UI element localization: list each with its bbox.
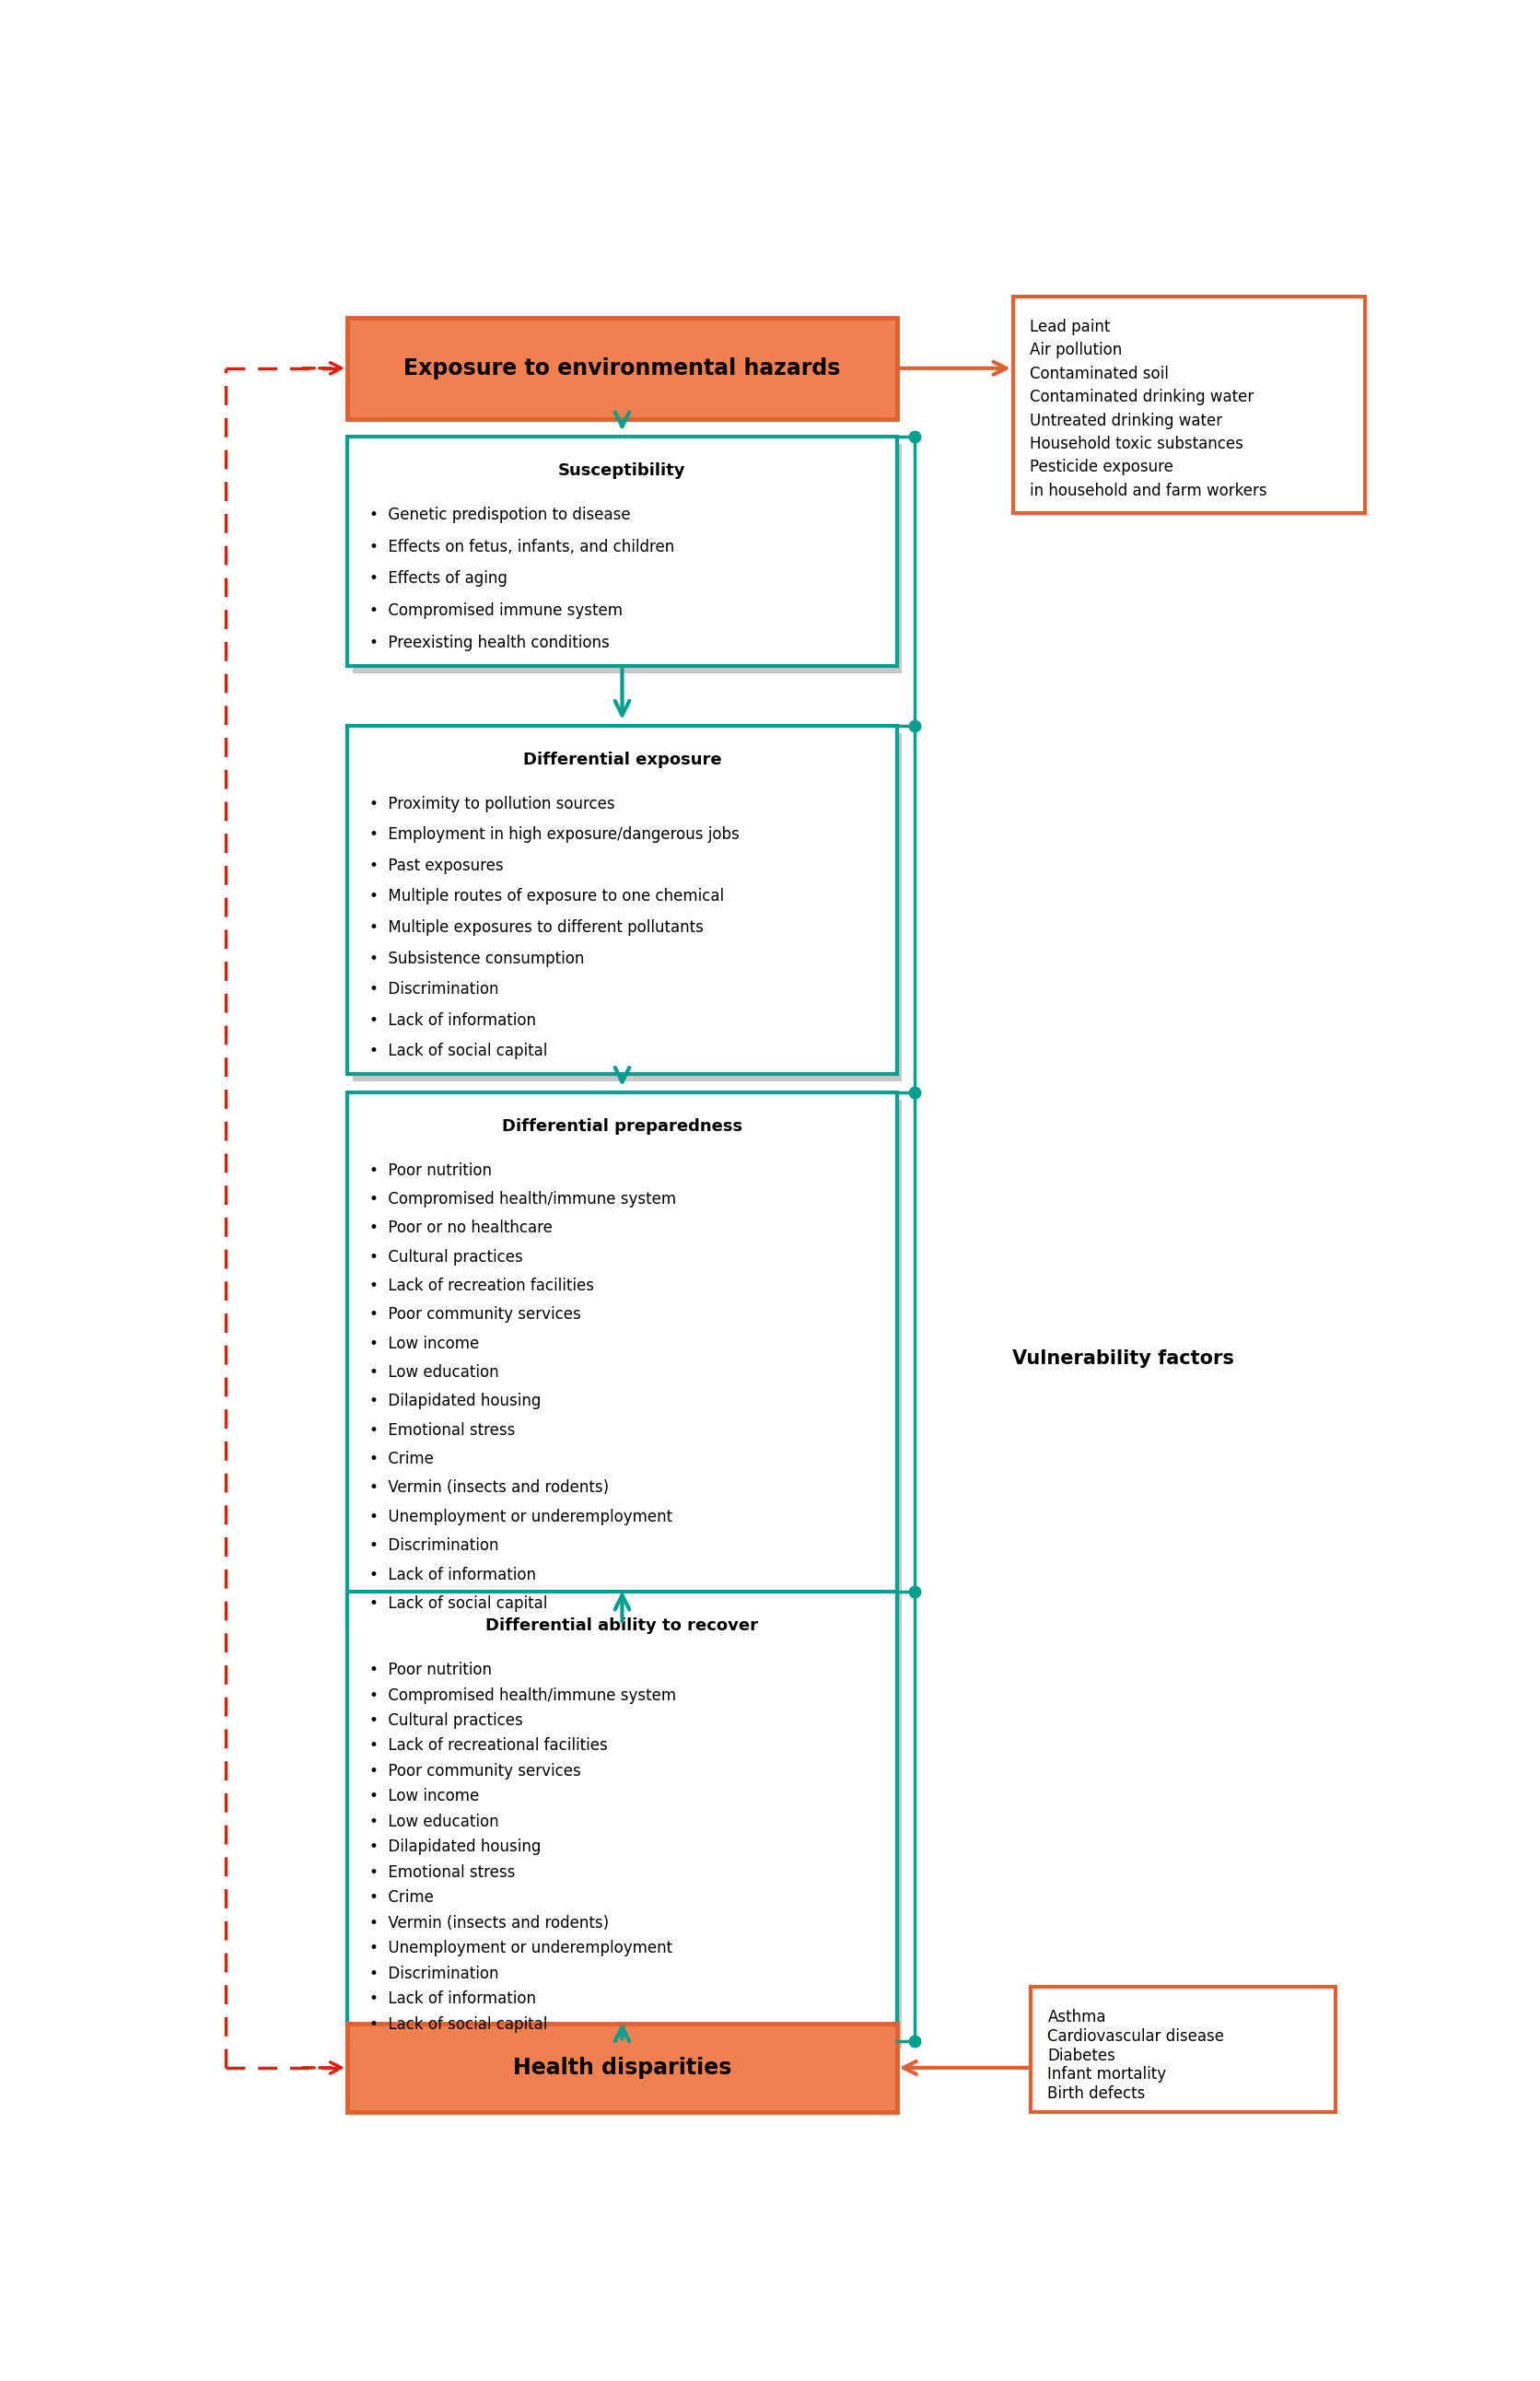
Text: •  Employment in high exposure/dangerous jobs: • Employment in high exposure/dangerous … [370,826,739,843]
Text: •  Vermin (insects and rodents): • Vermin (insects and rodents) [370,1479,608,1495]
FancyBboxPatch shape [348,317,896,419]
Text: •  Compromised immune system: • Compromised immune system [370,602,622,619]
Text: •  Multiple exposures to different pollutants: • Multiple exposures to different pollut… [370,919,704,936]
Text: •  Effects of aging: • Effects of aging [370,571,507,588]
Text: •  Lack of information: • Lack of information [370,1012,536,1029]
Text: in household and farm workers: in household and farm workers [1030,483,1267,500]
Text: •  Poor community services: • Poor community services [370,1762,581,1779]
Text: •  Lack of recreational facilities: • Lack of recreational facilities [370,1738,607,1755]
FancyBboxPatch shape [348,2024,896,2112]
Text: Differential preparedness: Differential preparedness [502,1119,742,1136]
Text: Exposure to environmental hazards: Exposure to environmental hazards [403,357,841,379]
Text: Susceptibility: Susceptibility [559,462,685,479]
Text: Vulnerability factors: Vulnerability factors [1012,1350,1235,1367]
FancyBboxPatch shape [353,1600,901,2048]
Text: •  Lack of recreation facilities: • Lack of recreation facilities [370,1279,594,1295]
FancyBboxPatch shape [348,1093,896,1624]
FancyBboxPatch shape [353,445,901,674]
Text: Health disparities: Health disparities [513,2057,732,2079]
Text: •  Cultural practices: • Cultural practices [370,1712,522,1729]
Text: •  Lack of social capital: • Lack of social capital [370,1043,547,1060]
Text: Differential exposure: Differential exposure [524,752,721,769]
Text: •  Discrimination: • Discrimination [370,1964,499,1981]
Text: Contaminated soil: Contaminated soil [1030,364,1169,381]
Text: •  Dilapidated housing: • Dilapidated housing [370,1838,541,1855]
Text: Infant mortality: Infant mortality [1047,2067,1167,2083]
Text: Differential ability to recover: Differential ability to recover [485,1617,759,1633]
Text: •  Proximity to pollution sources: • Proximity to pollution sources [370,795,614,812]
Text: •  Multiple routes of exposure to one chemical: • Multiple routes of exposure to one che… [370,888,724,905]
Text: Pesticide exposure: Pesticide exposure [1030,460,1173,476]
FancyBboxPatch shape [353,1100,901,1631]
Text: •  Poor or no healthcare: • Poor or no healthcare [370,1219,553,1236]
Text: •  Preexisting health conditions: • Preexisting health conditions [370,633,610,650]
Text: •  Discrimination: • Discrimination [370,1538,499,1555]
Text: •  Poor community services: • Poor community services [370,1307,581,1324]
Text: Untreated drinking water: Untreated drinking water [1030,412,1223,429]
Text: •  Compromised health/immune system: • Compromised health/immune system [370,1190,676,1207]
Text: •  Unemployment or underemployment: • Unemployment or underemployment [370,1941,673,1957]
Text: •  Crime: • Crime [370,1891,433,1905]
Text: Diabetes: Diabetes [1047,2048,1115,2064]
FancyBboxPatch shape [348,1593,896,2041]
Text: •  Poor nutrition: • Poor nutrition [370,1162,491,1179]
Text: •  Effects on fetus, infants, and children: • Effects on fetus, infants, and childre… [370,538,675,555]
Text: Household toxic substances: Household toxic substances [1030,436,1243,452]
Text: •  Unemployment or underemployment: • Unemployment or underemployment [370,1510,673,1526]
Text: •  Low education: • Low education [370,1814,499,1831]
Text: •  Genetic predispotion to disease: • Genetic predispotion to disease [370,507,630,524]
Text: Air pollution: Air pollution [1030,343,1123,360]
Text: •  Lack of social capital: • Lack of social capital [370,1595,547,1612]
Text: •  Low income: • Low income [370,1336,479,1352]
Text: •  Low income: • Low income [370,1788,479,1805]
Text: •  Cultural practices: • Cultural practices [370,1248,522,1264]
Text: •  Lack of information: • Lack of information [370,1991,536,2007]
Text: •  Compromised health/immune system: • Compromised health/immune system [370,1688,676,1702]
Text: Cardiovascular disease: Cardiovascular disease [1047,2029,1224,2045]
Text: •  Emotional stress: • Emotional stress [370,1864,514,1881]
Text: •  Crime: • Crime [370,1450,433,1467]
FancyBboxPatch shape [348,726,896,1074]
Text: Lead paint: Lead paint [1030,319,1110,336]
Text: •  Lack of information: • Lack of information [370,1567,536,1583]
FancyBboxPatch shape [1013,298,1364,512]
Text: •  Past exposures: • Past exposures [370,857,504,874]
Text: •  Subsistence consumption: • Subsistence consumption [370,950,584,967]
FancyBboxPatch shape [1030,1988,1335,2112]
Text: •  Lack of social capital: • Lack of social capital [370,2017,547,2033]
Text: •  Emotional stress: • Emotional stress [370,1421,514,1438]
FancyBboxPatch shape [348,438,896,667]
Text: Contaminated drinking water: Contaminated drinking water [1030,388,1254,405]
FancyBboxPatch shape [353,733,901,1081]
Text: •  Low education: • Low education [370,1364,499,1381]
Text: •  Discrimination: • Discrimination [370,981,499,998]
Text: •  Vermin (insects and rodents): • Vermin (insects and rodents) [370,1914,608,1931]
Text: Birth defects: Birth defects [1047,2086,1146,2102]
Text: •  Dilapidated housing: • Dilapidated housing [370,1393,541,1410]
Text: Asthma: Asthma [1047,2010,1106,2026]
Text: •  Poor nutrition: • Poor nutrition [370,1662,491,1679]
